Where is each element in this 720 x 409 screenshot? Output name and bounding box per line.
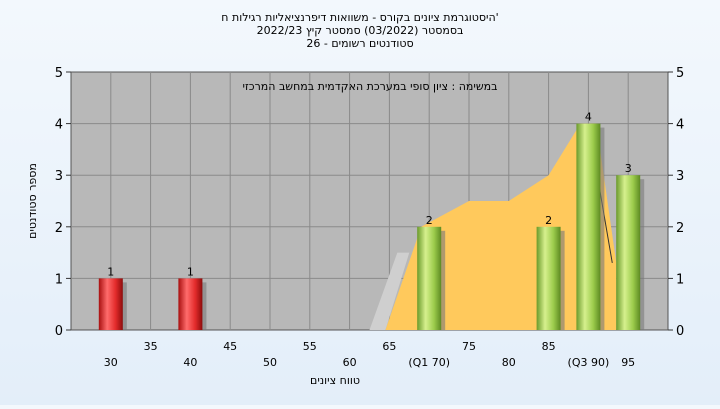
x-tick-label-upper: 75 [462,340,476,353]
y-axis-right-ticks: 0 1 2 3 4 5 [668,66,684,339]
y-tick-label-left: 1 [55,272,63,287]
x-tick-label-upper: 55 [303,340,317,353]
bar-value-label: 2 [545,214,552,227]
x-tick-label-lower: (Q3 90) [568,356,610,369]
x-tick-label-upper: 35 [144,340,158,353]
x-tick-label-lower: 30 [104,356,118,369]
bar [576,123,601,330]
gray-area-shape [369,252,410,330]
x-tick-label-lower: 80 [502,356,516,369]
x-tick-label-upper: 45 [223,340,237,353]
x-tick-label-upper: 65 [382,340,396,353]
y-tick-label-left: 0 [55,324,63,339]
bar [616,175,641,330]
y-tick-label-left: 4 [55,118,63,133]
bar-value-label: 4 [585,111,592,124]
bar [98,278,123,330]
chart-annotation: במשימה : ציון סופי במערכת האקדמית במחשב … [243,80,498,93]
y-tick-label-right: 0 [676,324,684,339]
x-tick-label-lower: 50 [263,356,277,369]
bar-value-label: 1 [107,265,114,278]
y-tick-label-right: 1 [676,272,684,287]
y-tick-label-right: 3 [676,169,684,184]
x-tick-label-lower: (Q1 70) [408,356,450,369]
bar-value-label: 3 [625,162,632,175]
bar-value-label: 2 [426,214,433,227]
x-axis-ticks: 35 45 55 65 75 85 30 40 50 60 (Q1 70) 80 (Q3 90) 95 [104,340,635,369]
y-tick-label-right: 2 [676,221,684,236]
y-tick-label-right: 4 [676,118,684,133]
x-axis-label: טווח ציונים [310,374,360,387]
y-tick-label-right: 5 [676,66,684,81]
bar [178,278,203,330]
bars-group: 1 1 2 2 4 3 [98,111,645,330]
bar-value-label: 1 [187,265,194,278]
chart-title-line-3: סטודנטים רשומים - 26 [306,37,413,50]
bar [417,226,442,330]
y-tick-label-left: 5 [55,66,63,81]
chart-title-line-1: היסטוגרמת ציונים בקורס - משוואות דיפרנצי… [221,11,498,24]
x-tick-label-upper: 85 [542,340,556,353]
y-axis-label: מספר סטודנטים [26,163,39,239]
y-tick-label-left: 2 [55,221,63,236]
chart-title-line-2: בסמסטר (03/2022) סמסטר קיץ 2022/23 [257,24,464,37]
x-tick-label-lower: 60 [343,356,357,369]
y-axis-left-ticks: 0 1 2 3 4 5 [55,66,71,339]
y-tick-label-left: 3 [55,169,63,184]
bar [536,226,561,330]
x-tick-label-lower: 95 [621,356,635,369]
x-tick-label-lower: 40 [183,356,197,369]
